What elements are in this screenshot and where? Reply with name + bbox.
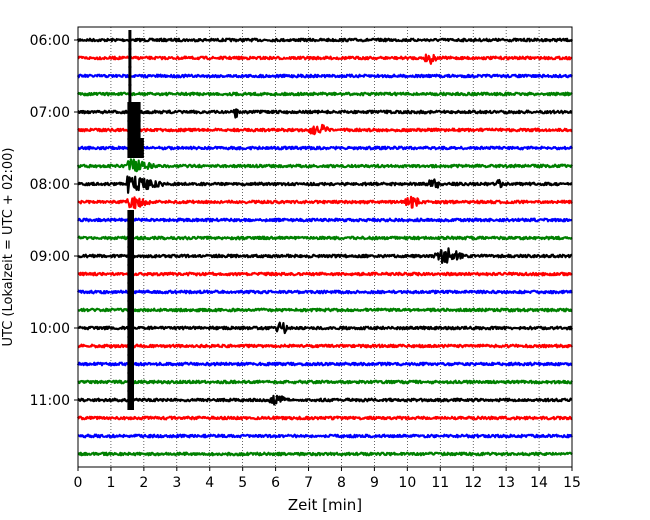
- seismogram-trace: [77, 343, 573, 349]
- x-tick-label: 10: [398, 475, 416, 491]
- seismogram-trace: [76, 415, 573, 421]
- seismogram-trace: [77, 91, 573, 97]
- seismogram-trace: [77, 433, 573, 439]
- seismogram-trace: [77, 247, 573, 264]
- y-axis-label: UTC (Lokalzeit = UTC + 02:00): [1, 148, 16, 347]
- seismogram-traces: [76, 37, 574, 457]
- x-tick-label: 3: [172, 475, 181, 491]
- quake-spike: [127, 120, 141, 140]
- seismogram-trace: [77, 394, 573, 406]
- x-tick-label: 2: [139, 475, 148, 491]
- x-tick-label: 11: [431, 475, 449, 491]
- quake-spike: [127, 390, 134, 410]
- quake-spike: [127, 264, 134, 284]
- seismogram-trace: [77, 451, 573, 457]
- x-tick-label: 6: [271, 475, 280, 491]
- y-tick-label: 11:00: [30, 393, 70, 409]
- y-axis-ticks: 06:00 07:00 08:00 09:00 10:00 11:00: [30, 33, 78, 409]
- y-tick-label: 09:00: [30, 249, 70, 265]
- x-axis-label: Zeit [min]: [288, 496, 362, 514]
- seismogram-trace: [77, 321, 573, 335]
- x-tick-label: 0: [74, 475, 83, 491]
- x-axis-ticks: 0 1 2 3 4 5 6 7 8 9 10 11 12 13 14 15: [74, 467, 581, 491]
- seismogram-trace: [77, 217, 573, 223]
- quake-spike: [127, 354, 134, 374]
- quake-spike: [128, 84, 132, 104]
- x-tick-label: 12: [464, 475, 482, 491]
- x-tick-label: 7: [304, 475, 313, 491]
- quake-spike: [127, 228, 134, 248]
- y-tick-label: 07:00: [30, 105, 70, 121]
- x-tick-label: 1: [106, 475, 115, 491]
- x-tick-label: 15: [563, 475, 581, 491]
- x-tick-label: 13: [497, 475, 515, 491]
- quake-spike: [127, 102, 141, 122]
- x-tick-label: 9: [370, 475, 379, 491]
- quake-spike: [127, 300, 134, 320]
- seismogram-trace: [77, 195, 573, 210]
- x-tick-label: 14: [530, 475, 548, 491]
- quake-spike: [127, 372, 134, 392]
- seismogram-trace: [77, 271, 573, 277]
- y-tick-label: 06:00: [30, 33, 70, 49]
- quake-spike: [127, 282, 134, 302]
- seismogram-trace: [77, 307, 573, 313]
- seismogram-trace: [77, 379, 573, 385]
- seismogram-trace: [77, 175, 573, 194]
- x-tick-label: 8: [337, 475, 346, 491]
- seismogram-trace: [76, 361, 573, 367]
- x-tick-label: 5: [238, 475, 247, 491]
- quake-spike: [128, 66, 132, 86]
- x-tick-label: 4: [205, 475, 214, 491]
- seismogram-trace: [76, 158, 573, 173]
- seismogram-trace: [76, 289, 573, 295]
- y-tick-label: 10:00: [30, 321, 70, 337]
- quake-spike: [127, 336, 134, 356]
- quake-spike: [128, 48, 132, 68]
- vertical-grid: [110, 27, 540, 467]
- seismogram-trace: [76, 73, 573, 79]
- quake-spike: [127, 138, 144, 158]
- y-tick-label: 08:00: [30, 177, 70, 193]
- seismic-events: [127, 30, 144, 410]
- quake-spike: [128, 30, 132, 50]
- seismogram-trace: [77, 108, 573, 119]
- quake-spike: [127, 210, 134, 230]
- seismogram-trace: [77, 123, 573, 136]
- quake-spike: [127, 246, 134, 266]
- seismogram-trace: [77, 235, 573, 241]
- plot-frame: [77, 26, 573, 468]
- seismogram-trace: [77, 53, 573, 65]
- quake-spike: [127, 318, 134, 338]
- seismogram-trace: [77, 145, 574, 151]
- seismogram-trace: [76, 37, 573, 43]
